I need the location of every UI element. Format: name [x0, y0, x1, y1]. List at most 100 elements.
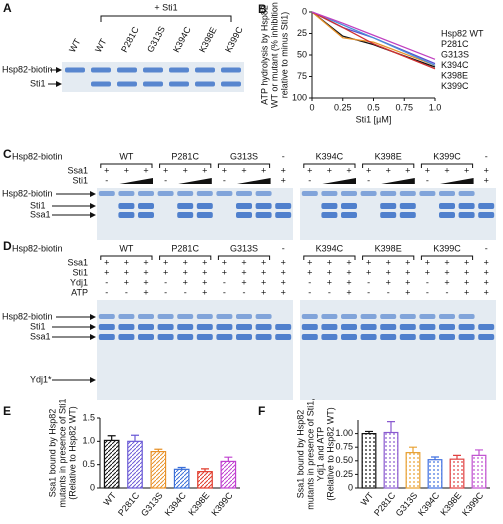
- row-sign: +: [405, 267, 410, 277]
- row-sign: +: [281, 165, 286, 175]
- error-bar: [475, 449, 483, 456]
- bracket: [217, 255, 271, 260]
- x-tick-label: 0.75: [395, 102, 413, 112]
- y-tick-label: 0: [348, 482, 353, 492]
- panel-letter: F: [258, 404, 265, 418]
- gel-band: [157, 314, 174, 319]
- row-sign: +: [281, 277, 286, 287]
- row-sign: +: [484, 267, 489, 277]
- bar: [427, 459, 443, 489]
- group-label: K399C: [433, 243, 461, 253]
- gel-band: [138, 191, 154, 196]
- row-sign: -: [328, 287, 331, 297]
- gel-band: [419, 314, 436, 319]
- bracket: [159, 163, 212, 168]
- gel-band: [91, 67, 111, 73]
- gel-band: [478, 212, 495, 218]
- x-tick-label: WT: [359, 490, 376, 508]
- gel-band: [236, 203, 252, 209]
- row-sign: +: [346, 165, 351, 175]
- row-sign: +: [346, 277, 351, 287]
- gel-band: [117, 81, 137, 87]
- bracket: [303, 163, 356, 168]
- row-sign: -: [426, 287, 429, 297]
- row-sign: +: [444, 165, 449, 175]
- error-bar: [453, 454, 461, 460]
- row-sign: +: [143, 267, 148, 277]
- gel-band: [65, 67, 85, 73]
- gel-band: [380, 203, 397, 209]
- row-sign: +: [464, 287, 469, 297]
- gel-band: [399, 203, 416, 209]
- y-axis-label: mutants in presence of Sti1,: [305, 398, 315, 510]
- group-label: K399C: [433, 151, 461, 161]
- error-bar: [107, 435, 116, 441]
- x-tick-label: P281C: [116, 490, 142, 518]
- band-label: Ssa1: [30, 331, 51, 341]
- gel-band: [399, 212, 416, 218]
- gel-band: [196, 334, 213, 340]
- wedge: [322, 178, 356, 184]
- x-axis-label: Sti1 [µM]: [356, 114, 392, 124]
- axes: [311, 12, 435, 99]
- band-label: Sti1: [30, 78, 46, 88]
- row-sign: +: [183, 257, 188, 267]
- gel-band: [439, 212, 455, 218]
- row-sign: -: [308, 277, 311, 287]
- row-sign: -: [105, 287, 108, 297]
- gel-band: [98, 191, 115, 196]
- bracket: [100, 163, 153, 168]
- row-sign: +: [281, 175, 286, 185]
- row-sign: +: [202, 267, 207, 277]
- x-tick-label: 0: [309, 102, 314, 112]
- lane-label: WT: [67, 37, 83, 54]
- band-label: Sti1: [30, 321, 46, 331]
- group-label: WT: [119, 243, 133, 253]
- row-sign: +: [124, 277, 129, 287]
- row-sign: -: [426, 277, 429, 287]
- row-sign: +: [484, 165, 489, 175]
- row-sign: +: [241, 257, 246, 267]
- bar: [103, 439, 120, 489]
- row-sign: +: [241, 165, 246, 175]
- gel-band: [458, 314, 475, 319]
- row-sign: +: [163, 165, 168, 175]
- bar: [449, 458, 465, 489]
- wedge: [381, 178, 415, 184]
- group-label: -: [282, 151, 285, 161]
- row-sign: +: [327, 165, 332, 175]
- row-sign: +: [366, 165, 371, 175]
- gel-band: [275, 324, 292, 330]
- legend-entry: K398E: [441, 70, 468, 80]
- gel-band: [255, 191, 272, 196]
- row-sign: -: [164, 175, 167, 185]
- group-label: -: [282, 243, 285, 253]
- row-sign: +: [444, 257, 449, 267]
- gel-band: [98, 334, 115, 340]
- row-sign: +: [241, 277, 246, 287]
- panel-letter: D: [3, 239, 12, 253]
- gel-band: [458, 212, 475, 218]
- row-sign: +: [281, 257, 286, 267]
- axes: [357, 420, 490, 489]
- bar: [197, 471, 213, 489]
- row-sign: +: [464, 257, 469, 267]
- band-label: Hsp82-biotin: [2, 64, 53, 74]
- lane-label: K394C: [171, 25, 193, 54]
- y-tick-label: 25: [297, 28, 307, 38]
- series-line: [311, 11, 436, 70]
- x-tick-label: P281C: [372, 490, 398, 518]
- y-axis-label: Ydj1 and ATP: [315, 427, 325, 481]
- gel-band: [236, 212, 252, 218]
- gel-band: [216, 324, 233, 330]
- row-sign: +: [346, 267, 351, 277]
- row-sign: +: [124, 165, 129, 175]
- row-sign: +: [346, 287, 351, 297]
- gel-band: [341, 334, 357, 340]
- band-label: Hsp82-biotin: [2, 311, 53, 321]
- band-label: Sti1: [30, 200, 46, 210]
- row-sign: +: [405, 287, 410, 297]
- y-tick-label: 0.5: [82, 459, 95, 469]
- gel-band: [321, 191, 338, 196]
